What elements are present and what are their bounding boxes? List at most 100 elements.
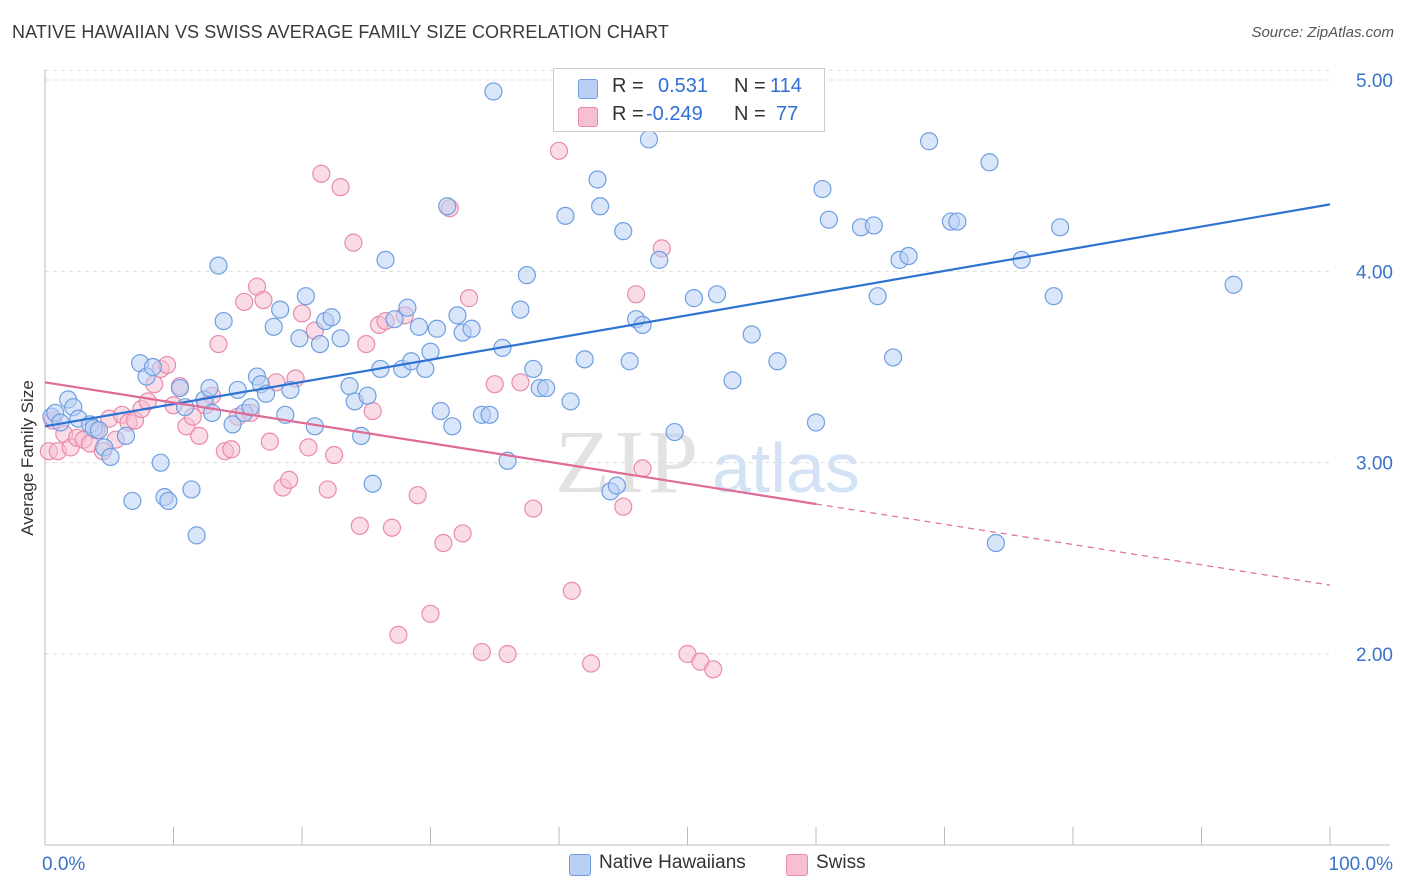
swiss-point (633, 459, 652, 478)
native-hawaiian-point (143, 357, 163, 377)
swiss-point (299, 438, 318, 457)
native-hawaiian-point (271, 300, 290, 319)
native-hawaiian-point (322, 308, 341, 327)
watermark-atlas: atlas (712, 429, 860, 507)
swiss-point (389, 625, 408, 644)
native-hawaiian-point (864, 216, 883, 235)
native-hawaiian-point (223, 415, 242, 434)
native-hawaiian-point (438, 197, 457, 216)
swiss-point (331, 178, 350, 197)
grid-layer (45, 69, 1330, 655)
native-hawaiian-point (561, 392, 580, 411)
legend-n-label: N = (734, 103, 766, 125)
native-hawaiian-point (1224, 275, 1243, 294)
native-hawaiian-point (620, 352, 639, 371)
bottom-legend-native-hawaiians: Native Hawaiians (569, 852, 769, 878)
native-hawaiian-point (707, 285, 727, 304)
legend-swatch-pink (578, 107, 598, 127)
native-hawaiian-point (899, 246, 918, 266)
native-hawaiian-point (363, 474, 382, 493)
native-hawaiian-point (591, 197, 610, 216)
native-hawaiian-point (986, 533, 1006, 553)
x-tick-label: 0.0% (42, 854, 85, 875)
y-tick-label: 2.00 (1356, 645, 1393, 666)
native-hawaiian-point (484, 82, 503, 101)
native-hawaiian-point (331, 329, 350, 348)
native-hawaiian-point (352, 426, 371, 445)
native-hawaiian-point (409, 317, 429, 336)
native-hawaiian-point (101, 447, 120, 467)
x-tick-label: 100.0% (1329, 854, 1394, 875)
native-hawaiian-point (448, 306, 467, 325)
swiss-point (472, 642, 491, 662)
native-hawaiian-point (358, 386, 377, 405)
native-hawaiian-point (813, 179, 832, 199)
swiss-point (626, 285, 646, 304)
native-hawaiian-point (742, 325, 761, 344)
native-hawaiian-point (123, 491, 142, 511)
swiss-point (524, 499, 543, 518)
native-hawaiian-point (980, 153, 999, 172)
legend-row-swiss: R = -0.249 N = 77 (554, 100, 824, 130)
swiss-point (485, 375, 504, 394)
native-hawaiian-point (614, 222, 633, 241)
swiss-point (280, 470, 299, 489)
native-hawaiian-point (431, 401, 450, 421)
native-hawaiian-point (340, 377, 359, 396)
y-tick-label: 5.00 (1356, 71, 1393, 92)
swiss-point (222, 440, 241, 459)
swiss-point (312, 164, 331, 183)
bottom-legend-label: Native Hawaiians (599, 852, 746, 873)
tick-label-layer: 2.00 3.00 4.00 5.00 0.0% 100.0% (42, 71, 1393, 875)
native-hawaiian-point (200, 378, 219, 398)
native-hawaiian-point (310, 334, 330, 354)
native-hawaiian-point (214, 311, 233, 331)
swiss-point (704, 660, 723, 679)
swiss-point (459, 289, 479, 308)
native-hawaiian-point (443, 417, 462, 436)
swiss-point (350, 516, 369, 535)
chart-title: NATIVE HAWAIIAN VS SWISS AVERAGE FAMILY … (12, 22, 669, 42)
native-hawaiian-point (723, 371, 742, 390)
native-hawaiian-point (416, 359, 435, 379)
native-hawaiian-point (1044, 287, 1063, 306)
native-hawaiian-point (819, 210, 838, 229)
swiss-point (254, 290, 273, 310)
swiss-point (344, 233, 363, 252)
native-hawaiian-point (650, 250, 669, 269)
swiss-point (549, 141, 569, 160)
native-hawaiian-point (1051, 218, 1070, 237)
native-hawaiian-point (537, 378, 556, 398)
swiss-point (190, 426, 209, 445)
source-note: Source: ZipAtlas.com (1251, 24, 1394, 41)
swiss-point (318, 480, 337, 499)
native-hawaiian-point (264, 317, 283, 336)
y-tick-label: 4.00 (1356, 262, 1393, 283)
swiss-point (453, 524, 472, 543)
swiss-point (260, 432, 279, 451)
native-hawaiian-point (511, 300, 530, 319)
trend-line-extension (815, 503, 1331, 586)
bottom-legend-swatch-pink (786, 854, 808, 876)
legend-r-value: 0.531 (658, 75, 709, 97)
native-hawaiian-point (385, 310, 404, 329)
native-hawaiian-point (209, 256, 228, 275)
native-hawaiian-point (684, 289, 704, 308)
legend-swatch-blue (578, 79, 598, 99)
native-hawaiian-point (480, 405, 499, 424)
legend-r-label: R = (612, 75, 644, 97)
bottom-legend-label: Swiss (816, 852, 866, 873)
native-hawaiian-point (575, 350, 594, 369)
native-hawaiian-point (159, 491, 178, 511)
native-hawaiian-point (556, 206, 575, 225)
correlation-legend: R = 0.531 N = 114 R = -0.249 N = 77 (553, 68, 825, 132)
legend-n-value: 114 (770, 75, 802, 97)
native-hawaiian-point (462, 319, 481, 338)
swiss-point (325, 445, 344, 465)
swiss-point (498, 644, 517, 664)
native-hawaiian-point (290, 329, 309, 348)
swiss-point (434, 533, 453, 553)
native-hawaiian-point (398, 298, 417, 317)
swiss-point (614, 497, 633, 516)
